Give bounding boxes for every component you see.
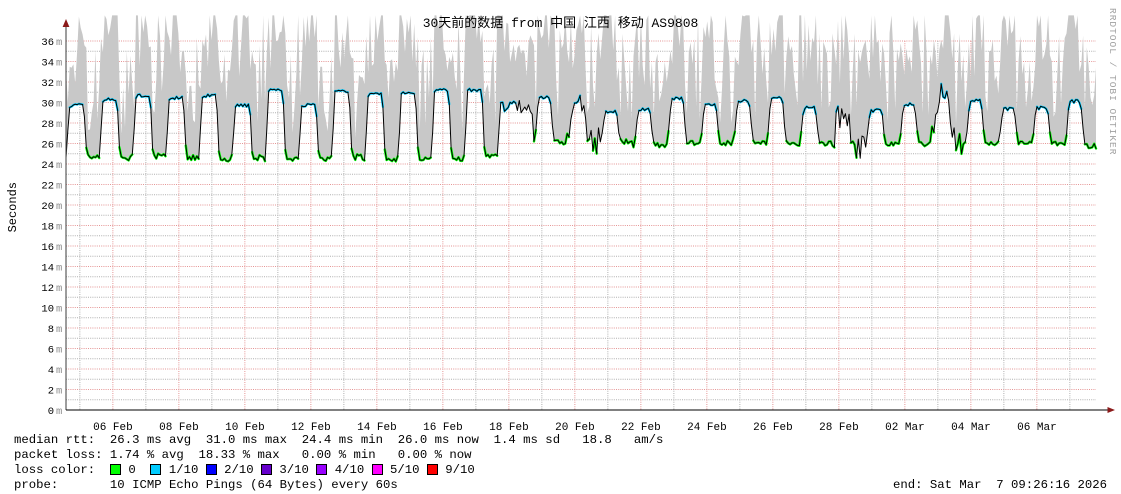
svg-text:02 Mar: 02 Mar <box>885 422 925 434</box>
svg-text:26: 26 <box>41 140 54 152</box>
svg-text:m: m <box>56 37 62 49</box>
svg-text:m: m <box>56 324 62 336</box>
svg-text:m: m <box>56 201 62 213</box>
svg-text:m: m <box>56 78 62 90</box>
svg-text:32: 32 <box>41 78 54 90</box>
svg-text:m: m <box>56 119 62 131</box>
svg-text:12: 12 <box>41 283 54 295</box>
svg-text:6: 6 <box>48 345 54 357</box>
svg-text:10: 10 <box>41 304 54 316</box>
svg-text:06 Mar: 06 Mar <box>1017 422 1057 434</box>
svg-text:8: 8 <box>48 324 54 336</box>
svg-text:m: m <box>56 99 62 111</box>
svg-text:m: m <box>56 283 62 295</box>
svg-text:m: m <box>56 140 62 152</box>
svg-text:24 Feb: 24 Feb <box>687 422 727 434</box>
svg-text:2: 2 <box>48 386 54 398</box>
svg-text:16: 16 <box>41 242 54 254</box>
svg-text:20: 20 <box>41 201 54 213</box>
svg-text:m: m <box>56 242 62 254</box>
svg-text:0: 0 <box>48 406 54 418</box>
svg-text:18: 18 <box>41 222 54 234</box>
svg-text:26 Feb: 26 Feb <box>753 422 793 434</box>
svg-text:m: m <box>56 160 62 172</box>
svg-text:m: m <box>56 222 62 234</box>
svg-text:m: m <box>56 345 62 357</box>
svg-text:36: 36 <box>41 37 54 49</box>
svg-text:m: m <box>56 58 62 70</box>
svg-text:m: m <box>56 365 62 377</box>
svg-text:m: m <box>56 386 62 398</box>
svg-text:30: 30 <box>41 99 54 111</box>
svg-text:34: 34 <box>41 58 54 70</box>
svg-text:4: 4 <box>48 365 54 377</box>
svg-text:28 Feb: 28 Feb <box>819 422 859 434</box>
svg-text:m: m <box>56 304 62 316</box>
svg-text:m: m <box>56 406 62 418</box>
svg-text:m: m <box>56 263 62 275</box>
svg-text:04 Mar: 04 Mar <box>951 422 991 434</box>
svg-text:22: 22 <box>41 181 54 193</box>
svg-text:24: 24 <box>41 160 54 172</box>
svg-text:14: 14 <box>41 263 54 275</box>
svg-text:m: m <box>56 181 62 193</box>
svg-text:28: 28 <box>41 119 54 131</box>
